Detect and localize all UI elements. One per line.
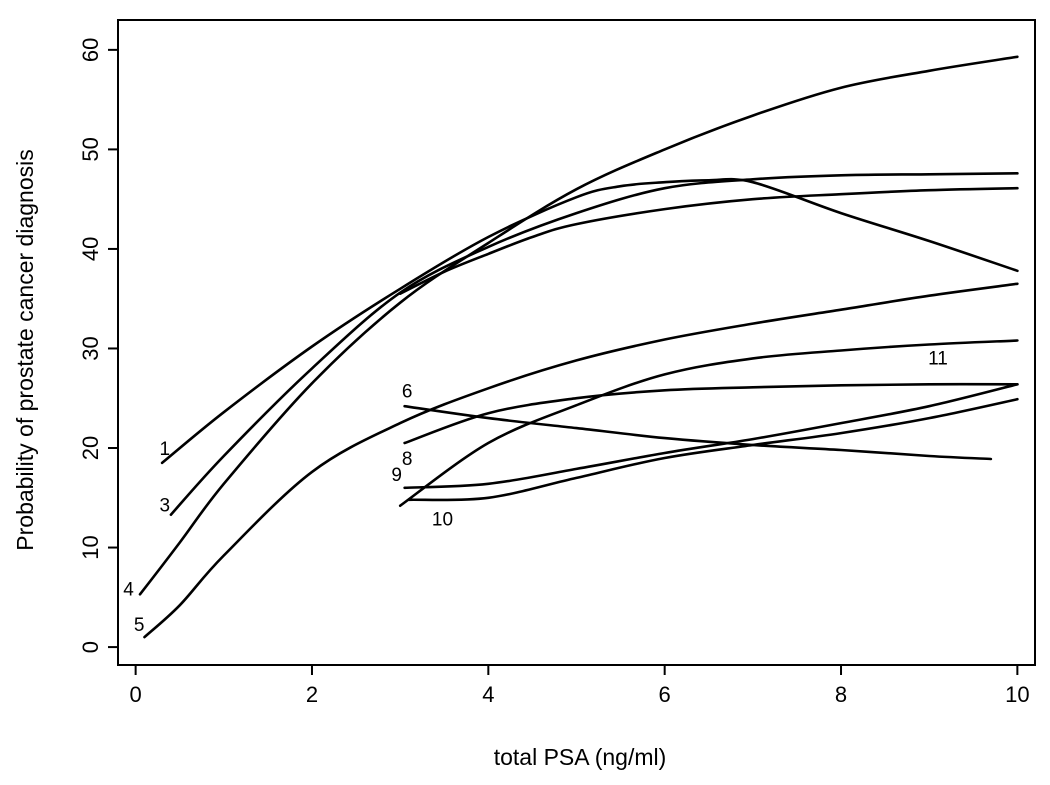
curve-2 bbox=[398, 186, 1019, 295]
x-tick-label: 6 bbox=[659, 682, 671, 707]
curve-8 bbox=[403, 382, 1019, 445]
curves bbox=[138, 55, 1019, 639]
y-tick-label: 60 bbox=[78, 38, 103, 62]
y-tick-label: 30 bbox=[78, 336, 103, 360]
curve-3 bbox=[169, 172, 1019, 516]
curve-9 bbox=[403, 383, 1019, 490]
y-tick-label: 0 bbox=[78, 641, 103, 653]
curve-7 bbox=[398, 339, 1019, 507]
curve-label-6: 6 bbox=[402, 381, 413, 402]
curve-label-5: 5 bbox=[134, 615, 145, 636]
curve-label-4: 4 bbox=[123, 579, 134, 600]
curve-6 bbox=[403, 404, 993, 461]
y-tick-label: 50 bbox=[78, 137, 103, 161]
y-tick-label: 10 bbox=[78, 535, 103, 559]
x-tick-label: 10 bbox=[1005, 682, 1029, 707]
x-tick-label: 0 bbox=[130, 682, 142, 707]
curve-4 bbox=[138, 55, 1019, 596]
y-tick-label: 40 bbox=[78, 237, 103, 261]
curve-label-9: 9 bbox=[391, 465, 402, 486]
curve-label-8: 8 bbox=[402, 449, 413, 470]
x-axis: 0 2 4 6 8 10 bbox=[130, 665, 1030, 707]
curve-label-1: 1 bbox=[159, 439, 170, 460]
y-axis: 0 10 20 30 40 50 60 bbox=[78, 38, 118, 653]
x-tick-label: 8 bbox=[835, 682, 847, 707]
x-tick-label: 4 bbox=[482, 682, 494, 707]
curve-5 bbox=[143, 282, 1019, 639]
y-axis-title: Probability of prostate cancer diagnosis bbox=[12, 149, 38, 550]
plot-frame bbox=[117, 19, 1036, 666]
x-axis-title: total PSA (ng/ml) bbox=[494, 744, 667, 770]
y-tick-label: 20 bbox=[78, 436, 103, 460]
x-tick-label: 2 bbox=[306, 682, 318, 707]
curve-10 bbox=[407, 397, 1019, 502]
curve-label-3: 3 bbox=[159, 496, 170, 517]
curve-1 bbox=[160, 177, 1019, 465]
curve-label-11: 11 bbox=[928, 348, 948, 369]
curve-label-10: 10 bbox=[432, 510, 453, 531]
curve-labels: 1 3 45 6 89 10 11 bbox=[123, 348, 948, 636]
